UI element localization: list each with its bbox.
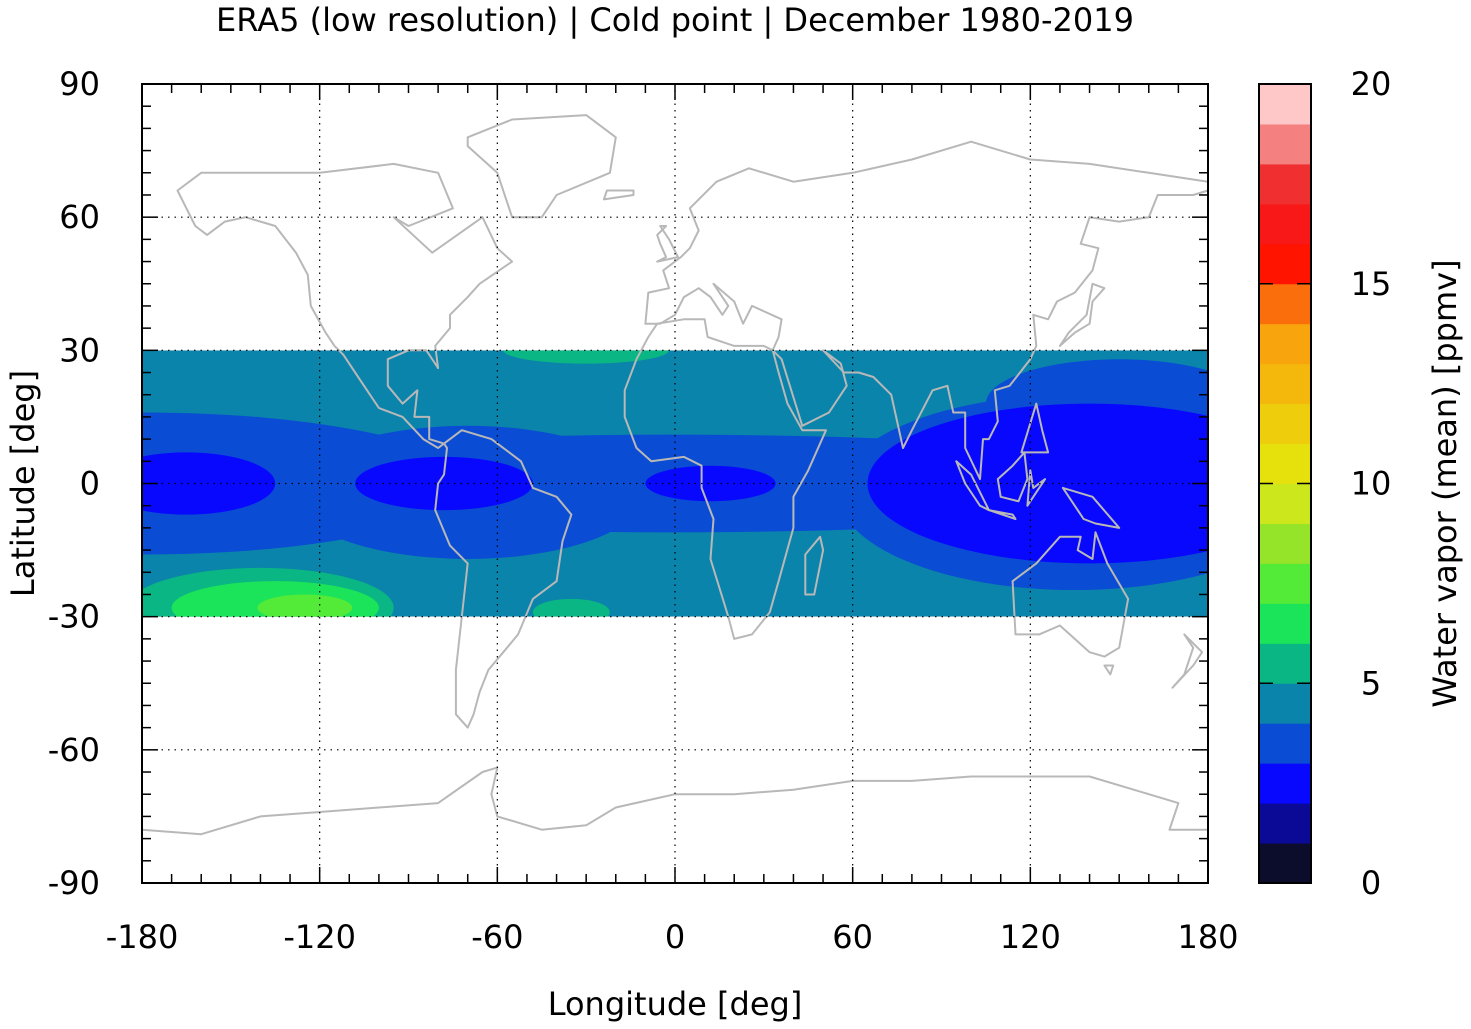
coastline-17 bbox=[1011, 531, 1130, 658]
coastline-4 bbox=[623, 318, 827, 640]
chart-title: ERA5 (low resolution) | Cold point | Dec… bbox=[216, 1, 1134, 39]
colorbar-bin bbox=[1259, 363, 1311, 405]
y-tick-labels: 90 60 30 0 -30 -60 -90 bbox=[48, 65, 100, 902]
colorbar-bin bbox=[1259, 563, 1311, 604]
coastline-21 bbox=[141, 766, 1209, 836]
x-tick-labels: -180 -120 -60 0 60 120 180 bbox=[106, 918, 1239, 956]
colorbar-tick-label: 10 bbox=[1351, 465, 1392, 503]
x-tick-label: 180 bbox=[1177, 918, 1238, 956]
colorbar-tick-label: 15 bbox=[1351, 265, 1392, 303]
colorbar-bin bbox=[1259, 123, 1311, 165]
colorbar-bin bbox=[1259, 323, 1311, 365]
coastline-20 bbox=[804, 535, 825, 596]
coastline-6 bbox=[644, 282, 783, 352]
field-region-11 bbox=[532, 598, 610, 617]
coastlines bbox=[141, 114, 1209, 836]
colorbar-bin bbox=[1259, 723, 1311, 764]
colorbar-bin bbox=[1259, 803, 1311, 844]
colorbar-label: Water vapor (mean) [ppmv] bbox=[1426, 259, 1464, 707]
coastline-5 bbox=[644, 140, 1209, 325]
coastline-10 bbox=[1058, 282, 1106, 347]
x-tick-label: -60 bbox=[471, 918, 523, 956]
y-tick-label: 90 bbox=[59, 65, 100, 103]
coastline-3 bbox=[466, 114, 617, 219]
colorbar-bin bbox=[1259, 483, 1311, 524]
y-tick-label: 30 bbox=[59, 331, 100, 369]
colorbar-bin bbox=[1259, 683, 1311, 724]
colorbar-tick-label: 20 bbox=[1351, 65, 1392, 103]
field-region-7 bbox=[355, 456, 533, 511]
y-tick-label: -30 bbox=[48, 598, 100, 636]
coastline-14 bbox=[1026, 469, 1047, 507]
gridlines bbox=[142, 84, 1208, 883]
coastline-19 bbox=[1171, 633, 1204, 689]
coastline-7 bbox=[771, 189, 1209, 481]
x-tick-label: 60 bbox=[832, 918, 873, 956]
plot-frame bbox=[141, 83, 1209, 884]
field-region-8 bbox=[645, 465, 776, 502]
coastline-12 bbox=[987, 509, 1017, 520]
coastline-8 bbox=[656, 225, 679, 263]
colorbar-tick-label: 5 bbox=[1361, 664, 1381, 702]
x-axis-label: Longitude [deg] bbox=[548, 985, 803, 1023]
colorbar-bin bbox=[1259, 443, 1311, 484]
colorbar-bin bbox=[1259, 84, 1311, 125]
coastline-11 bbox=[955, 460, 990, 512]
coastline-15 bbox=[1061, 486, 1121, 529]
y-tick-label: 0 bbox=[80, 465, 100, 503]
colorbar-bin bbox=[1259, 603, 1311, 644]
coastline-18 bbox=[1103, 664, 1115, 676]
colorbar-bin bbox=[1259, 523, 1311, 564]
coastline-13 bbox=[996, 451, 1029, 503]
field-region-9 bbox=[867, 403, 1208, 564]
colorbar-bin bbox=[1259, 243, 1311, 285]
colorbar-bin bbox=[1259, 203, 1311, 245]
coastline-2 bbox=[434, 429, 573, 729]
colorbar-bin bbox=[1259, 403, 1311, 445]
y-tick-label: 60 bbox=[59, 198, 100, 236]
field-region-14 bbox=[257, 594, 353, 617]
y-tick-label: -90 bbox=[48, 864, 100, 902]
colorbar-bin bbox=[1259, 643, 1311, 684]
coastline-9 bbox=[602, 189, 635, 201]
field-region-6 bbox=[142, 452, 276, 515]
colorbar-bin bbox=[1259, 283, 1311, 325]
x-tick-label: 0 bbox=[665, 918, 685, 956]
x-tick-label: 120 bbox=[1000, 918, 1061, 956]
colorbar-bin bbox=[1259, 763, 1311, 804]
field-region-12 bbox=[503, 350, 670, 364]
colorbar-tick-labels: 0 5 10 15 20 bbox=[1351, 65, 1392, 902]
coastline-16 bbox=[1020, 402, 1050, 454]
colorbar-tick-label: 0 bbox=[1361, 864, 1381, 902]
x-tick-label: -120 bbox=[283, 918, 356, 956]
colorbar-bin bbox=[1259, 843, 1311, 884]
y-tick-label: -60 bbox=[48, 731, 100, 769]
coastline-1 bbox=[176, 162, 514, 449]
data-field bbox=[142, 350, 1208, 617]
colorbar-bin bbox=[1259, 163, 1311, 205]
x-tick-label: -180 bbox=[106, 918, 179, 956]
colorbar bbox=[1258, 83, 1312, 884]
y-axis-label: Latitude [deg] bbox=[4, 370, 42, 597]
